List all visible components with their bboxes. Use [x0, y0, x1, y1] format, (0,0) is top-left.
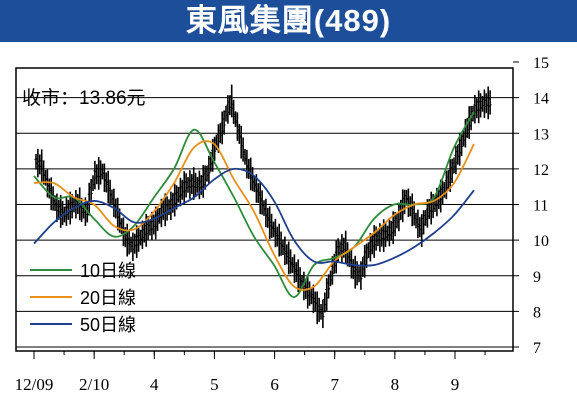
x-tick-label-6: 8 [391, 375, 400, 394]
x-tick-label-1: 2/10 [79, 375, 109, 394]
y-tick-label-14: 14 [533, 91, 549, 108]
y-tick-label-9: 9 [533, 269, 541, 286]
close-annotation: 收市：13.86元 [22, 87, 146, 109]
x-tick-label-2: 4 [150, 375, 159, 394]
y-tick-label-7: 7 [533, 340, 541, 357]
chart-title: 東風集團(489) [185, 3, 392, 38]
y-tick-label-10: 10 [533, 233, 549, 250]
x-tick-label-0: 12/09 [15, 375, 54, 394]
y-tick-label-11: 11 [533, 198, 548, 215]
legend-label-1: 20日線 [80, 288, 136, 308]
legend: 10日線 20日線 50日線 [30, 261, 136, 335]
x-axis-ticks: 12/09 2/10 4 5 6 7 8 9 [15, 351, 486, 394]
y-tick-label-13: 13 [533, 126, 549, 143]
moving-average-lines [33, 111, 475, 299]
ma-line-2 [33, 167, 475, 267]
x-tick-label-5: 7 [330, 375, 339, 394]
legend-label-0: 10日線 [80, 261, 136, 281]
y-tick-label-12: 12 [533, 162, 549, 179]
y-axis-ticks: 7 8 9 10 11 12 13 14 15 [513, 55, 549, 357]
title-bar: 東風集團(489) [0, 0, 577, 42]
x-tick-label-4: 6 [270, 375, 279, 394]
x-tick-label-7: 9 [451, 375, 460, 394]
y-tick-label-15: 15 [533, 55, 549, 72]
ma-line-1 [33, 140, 475, 291]
stock-chart: 7 8 9 10 11 12 13 14 15 12/09 2/10 4 5 6 7 8 9 收市：13.86… [15, 55, 549, 394]
x-tick-label-3: 5 [210, 375, 219, 394]
legend-label-2: 50日線 [80, 315, 136, 335]
ma-line-0 [33, 111, 475, 299]
y-tick-label-8: 8 [533, 304, 541, 321]
